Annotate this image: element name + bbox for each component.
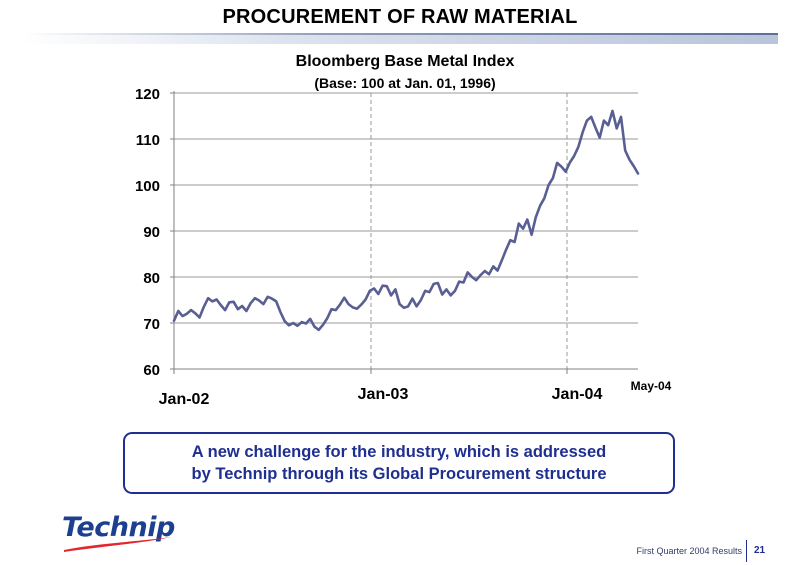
title-rule [22, 34, 778, 44]
callout-line-2: by Technip through its Global Procuremen… [191, 465, 607, 483]
footer-text: First Quarter 2004 Results [636, 546, 742, 556]
series-line [172, 109, 640, 332]
logo-swoosh-icon [64, 537, 172, 552]
slide-title: PROCUREMENT OF RAW MATERIAL [222, 6, 578, 28]
callout-line-1: A new challenge for the industry, which … [191, 443, 607, 461]
y-tick-label-100: 100 [135, 178, 160, 195]
y-tick-label-110: 110 [136, 132, 160, 149]
page-number: 21 [754, 545, 766, 556]
chart-title: Bloomberg Base Metal Index [295, 53, 515, 70]
y-tick-label-80: 80 [143, 270, 160, 287]
technip-logo: Technip [62, 512, 175, 543]
x-tick-label-jan-02: Jan-02 [159, 391, 210, 408]
title-rule-line [22, 33, 778, 35]
line-chart: 60 70 80 90 100 110 120 Jan-02 Jan-03 Jan-04 May-0… [135, 86, 672, 408]
y-tick-label-120: 120 [135, 86, 160, 103]
footer-separator [746, 540, 747, 562]
x-tick-label-jan-04: Jan-04 [552, 386, 603, 403]
callout-box: A new challenge for the industry, which … [123, 432, 675, 494]
y-tick-label-70: 70 [143, 316, 160, 333]
chart-subtitle: (Base: 100 at Jan. 01, 1996) [314, 75, 496, 91]
x-tick-label-jan-03: Jan-03 [358, 386, 409, 403]
x-tick-label-may-04: May-04 [631, 379, 672, 393]
y-tick-label-60: 60 [143, 362, 160, 379]
y-tick-label-90: 90 [143, 224, 160, 241]
